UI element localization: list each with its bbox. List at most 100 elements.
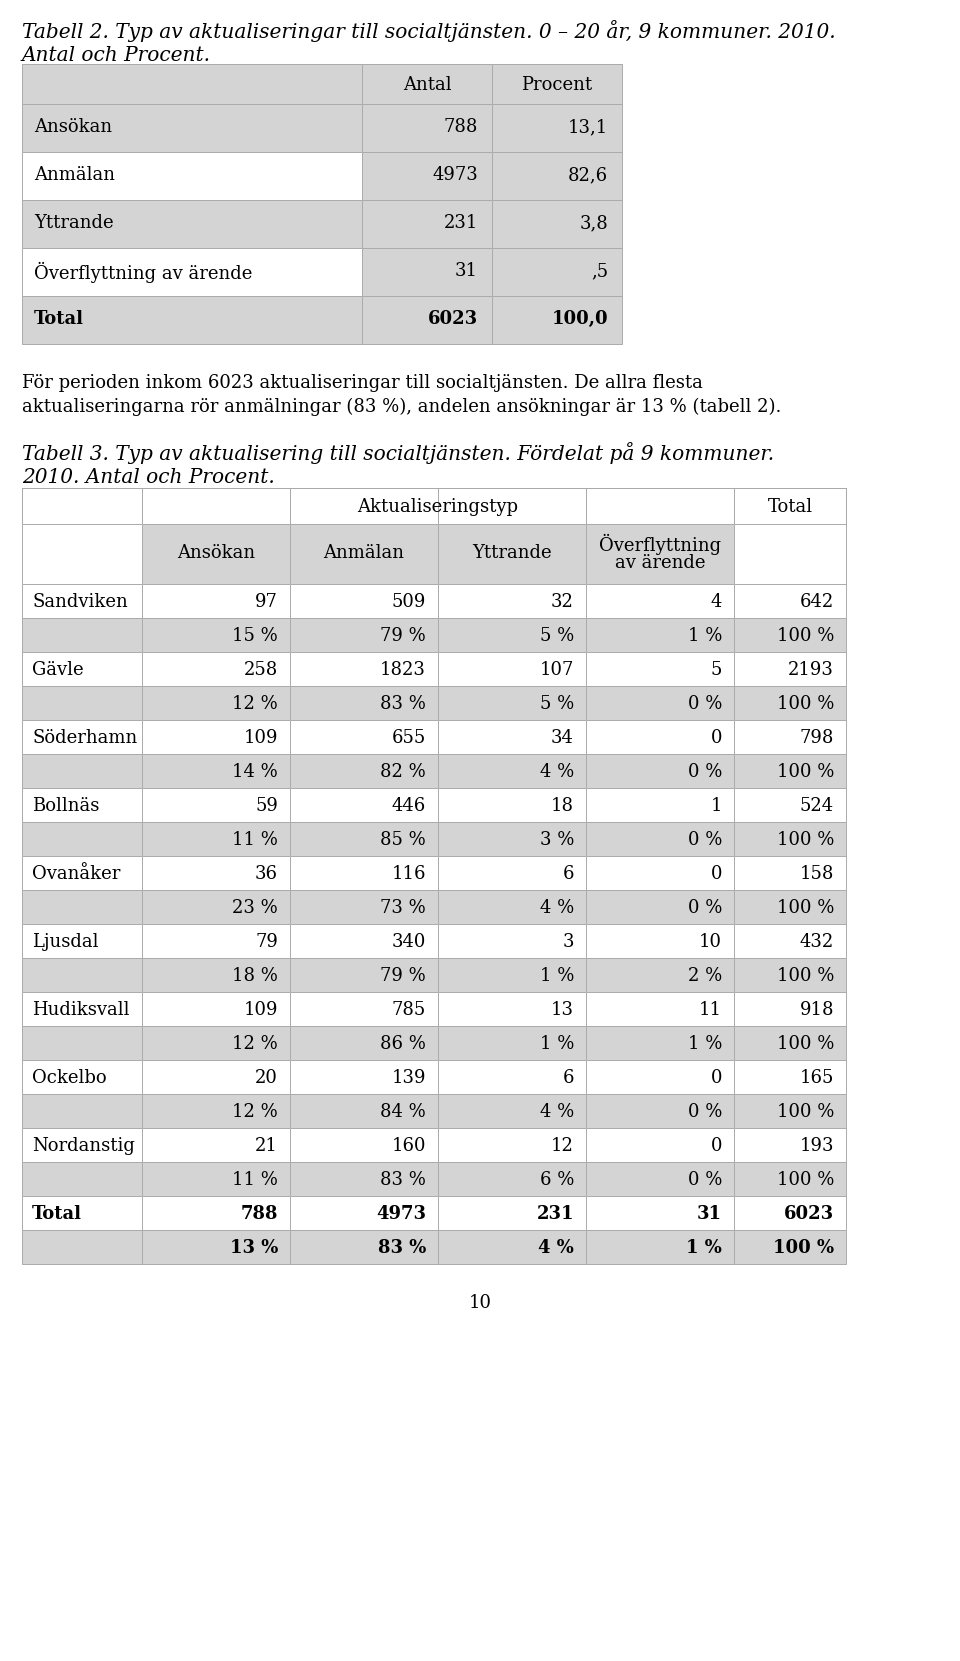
Bar [734,1095,846,1128]
Bar [586,523,734,585]
Text: 79: 79 [255,933,278,952]
Text: 100,0: 100,0 [551,311,608,327]
Bar [142,958,290,992]
Text: 12 %: 12 % [232,1035,278,1053]
Bar [142,1231,290,1264]
Text: 0 %: 0 % [687,830,722,849]
Text: 79 %: 79 % [380,626,426,644]
Bar [586,1128,734,1163]
Bar [290,1095,438,1128]
Bar [290,585,438,618]
Text: Antal: Antal [402,76,451,95]
Bar [22,1231,142,1264]
Text: 165: 165 [800,1070,834,1086]
Bar [290,822,438,855]
Bar [22,1128,142,1163]
Bar [22,890,142,924]
Bar [586,719,734,754]
Text: 12 %: 12 % [232,694,278,713]
Bar [142,787,290,822]
Bar [22,787,142,822]
Bar [22,719,142,754]
Bar [492,296,622,344]
Bar [290,754,438,787]
Bar [22,618,142,653]
Text: 14 %: 14 % [232,762,278,781]
Bar [586,585,734,618]
Text: 100 %: 100 % [777,694,834,713]
Bar [438,1095,586,1128]
Bar [586,653,734,686]
Bar [438,1163,586,1196]
Bar [586,1128,734,1163]
Bar [492,65,622,105]
Bar [142,924,290,958]
Bar [290,992,438,1026]
Bar [734,924,846,958]
Text: 6: 6 [563,865,574,884]
Text: 3 %: 3 % [540,830,574,849]
Bar [586,1196,734,1231]
Bar [290,585,438,618]
Text: 1 %: 1 % [686,1239,722,1257]
Bar [290,890,438,924]
Bar [22,296,362,344]
Bar [438,1060,586,1095]
Text: Ansökan: Ansökan [34,118,112,136]
Text: 83 %: 83 % [380,1171,426,1189]
Bar [438,1026,586,1060]
Bar [438,1196,586,1231]
Bar [586,1163,734,1196]
Text: 193: 193 [800,1138,834,1154]
Text: Total: Total [32,1204,82,1222]
Text: 79 %: 79 % [380,967,426,985]
Bar [290,1163,438,1196]
Bar [142,523,290,585]
Text: 1: 1 [710,797,722,816]
Bar [362,153,492,199]
Bar [22,488,846,523]
Text: 100 %: 100 % [773,1239,834,1257]
Bar [290,890,438,924]
Bar [142,1163,290,1196]
Bar [586,890,734,924]
Text: 100 %: 100 % [777,830,834,849]
Bar [290,1128,438,1163]
Bar [438,585,586,618]
Text: 84 %: 84 % [380,1103,426,1121]
Text: 1 %: 1 % [540,1035,574,1053]
Bar [438,488,586,523]
Bar [22,585,142,618]
Text: Överflyttning av ärende: Överflyttning av ärende [34,262,252,282]
Text: 100 %: 100 % [777,626,834,644]
Bar [734,719,846,754]
Bar [362,153,492,199]
Bar [734,1060,846,1095]
Bar [586,958,734,992]
Bar [22,822,142,855]
Bar [142,523,290,585]
Bar [142,754,290,787]
Bar [734,523,846,585]
Bar [586,924,734,958]
Bar [734,618,846,653]
Bar [438,958,586,992]
Bar [586,1060,734,1095]
Bar [586,585,734,618]
Bar [362,296,492,344]
Text: 655: 655 [392,729,426,747]
Text: 6023: 6023 [428,311,478,327]
Text: 0 %: 0 % [687,1103,722,1121]
Text: 32: 32 [551,593,574,611]
Bar [22,1026,142,1060]
Bar [290,653,438,686]
Bar [734,488,846,523]
Text: 31: 31 [455,262,478,281]
Bar [22,488,846,523]
Bar [22,523,142,585]
Bar [492,105,622,153]
Text: 3: 3 [563,933,574,952]
Text: 231: 231 [444,214,478,233]
Bar [22,653,142,686]
Bar [142,890,290,924]
